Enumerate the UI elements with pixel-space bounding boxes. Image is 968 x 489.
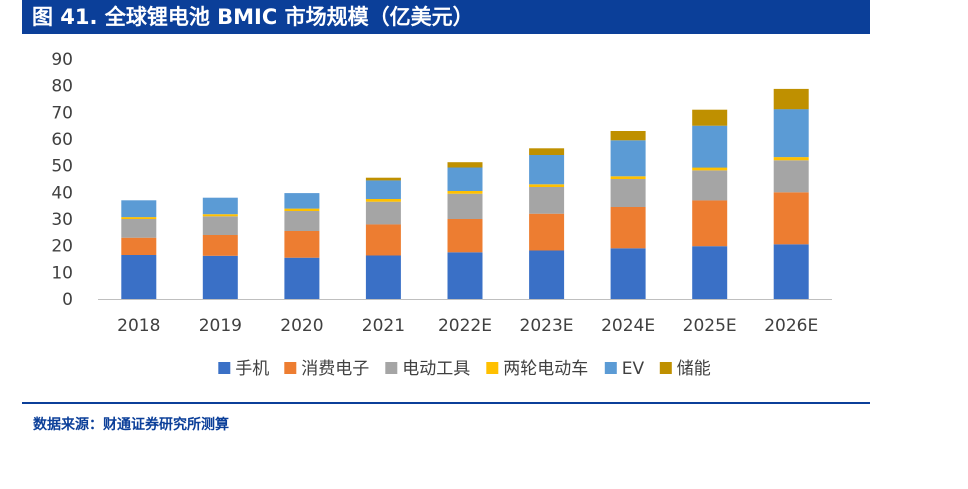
bar-segment-2020-series-1 <box>284 231 320 258</box>
bar-segment-2026E-series-2 <box>773 160 809 193</box>
bar-segment-2018-series-0 <box>121 255 157 299</box>
legend-label-5: 储能 <box>677 359 711 379</box>
legend-swatch-4 <box>604 362 617 374</box>
bar-segment-2024E-series-0 <box>610 248 646 299</box>
y-tick-label-40: 40 <box>51 183 73 203</box>
x-tick-label-2024E: 2024E <box>601 316 655 336</box>
bar-segment-2022E-series-0 <box>447 252 483 299</box>
legend-label-0: 手机 <box>235 359 269 379</box>
bar-segment-2022E-series-3 <box>447 191 483 194</box>
chart-axes: 0 10 20 30 40 50 60 70 80 90 2018 2019 2020 2021 2022E… <box>51 50 832 336</box>
legend-swatch-5 <box>659 362 672 374</box>
legend-label-2: 电动工具 <box>402 359 470 379</box>
bar-segment-2021-series-3 <box>365 199 401 202</box>
legend-swatch-3 <box>486 362 499 374</box>
y-tick-label-20: 20 <box>51 237 73 257</box>
chart-legend: 手机 消费电子 电动工具 两轮电动车 EV 储能 <box>218 359 711 379</box>
bar-segment-2020-series-3 <box>284 208 320 211</box>
y-tick-label-0: 0 <box>62 290 73 310</box>
bar-segment-2025E-series-3 <box>692 167 728 171</box>
bar-segment-2019-series-1 <box>202 235 238 256</box>
bar-segment-2019-series-3 <box>202 214 238 217</box>
bar-segment-2022E-series-4 <box>447 167 483 191</box>
bar-segment-2026E-series-0 <box>773 244 809 299</box>
bar-segment-2025E-series-2 <box>692 170 728 201</box>
bar-segment-2025E-series-1 <box>692 200 728 247</box>
y-tick-label-90: 90 <box>51 50 73 70</box>
y-tick-label-50: 50 <box>51 157 73 177</box>
bar-segment-2019-series-4 <box>202 197 238 215</box>
bar-segment-2023E-series-0 <box>529 250 565 299</box>
bar-segment-2020-series-4 <box>284 193 320 209</box>
x-tick-label-2019: 2019 <box>199 316 242 336</box>
y-tick-label-10: 10 <box>51 263 73 283</box>
bar-segment-2021-series-1 <box>365 224 401 256</box>
bar-segment-2018-series-2 <box>121 219 157 238</box>
y-tick-label-30: 30 <box>51 210 73 230</box>
bar-segment-2018-series-3 <box>121 217 157 219</box>
legend-swatch-2 <box>385 362 398 374</box>
bar-segment-2023E-series-5 <box>529 148 565 155</box>
bar-segment-2019-series-0 <box>202 255 238 299</box>
bar-segment-2023E-series-4 <box>529 155 565 185</box>
x-tick-label-2025E: 2025E <box>683 316 737 336</box>
chart-bars <box>121 88 809 299</box>
y-tick-label-60: 60 <box>51 130 73 150</box>
bar-segment-2022E-series-1 <box>447 219 483 253</box>
bar-segment-2021-series-5 <box>365 177 401 181</box>
legend-swatch-1 <box>284 362 297 374</box>
x-tick-label-2022E: 2022E <box>438 316 492 336</box>
bar-segment-2023E-series-2 <box>529 187 565 214</box>
bar-segment-2026E-series-1 <box>773 192 809 245</box>
bar-segment-2018-series-4 <box>121 200 157 218</box>
legend-label-3: 两轮电动车 <box>503 359 588 379</box>
bar-segment-2022E-series-5 <box>447 162 483 168</box>
bar-segment-2022E-series-2 <box>447 193 483 219</box>
bar-segment-2026E-series-5 <box>773 88 809 110</box>
bar-segment-2024E-series-1 <box>610 207 646 249</box>
page-title: 图 41. 全球锂电池 BMIC 市场规模（亿美元） <box>22 0 870 34</box>
bar-segment-2026E-series-3 <box>773 157 809 161</box>
bar-segment-2019-series-2 <box>202 216 238 235</box>
bar-segment-2024E-series-4 <box>610 140 646 177</box>
bottom-divider <box>22 402 870 404</box>
bar-segment-2020-series-0 <box>284 257 320 299</box>
x-tick-label-2018: 2018 <box>117 316 160 336</box>
x-tick-label-2026E: 2026E <box>764 316 818 336</box>
legend-label-4: EV <box>622 359 645 379</box>
legend-swatch-0 <box>218 362 231 374</box>
bar-segment-2018-series-1 <box>121 237 157 255</box>
x-tick-label-2021: 2021 <box>362 316 405 336</box>
bar-segment-2024E-series-5 <box>610 131 646 141</box>
bar-segment-2025E-series-5 <box>692 109 728 126</box>
y-tick-label-70: 70 <box>51 103 73 123</box>
y-tick-label-80: 80 <box>51 77 73 97</box>
x-tick-label-2023E: 2023E <box>520 316 574 336</box>
source-note: 数据来源：财通证券研究所测算 <box>33 417 229 433</box>
bar-segment-2026E-series-4 <box>773 109 809 158</box>
bar-segment-2023E-series-3 <box>529 184 565 187</box>
x-tick-label-2020: 2020 <box>280 316 323 336</box>
bar-segment-2023E-series-1 <box>529 213 565 251</box>
bar-segment-2024E-series-3 <box>610 176 646 179</box>
bar-segment-2021-series-0 <box>365 255 401 299</box>
legend-label-1: 消费电子 <box>301 359 369 379</box>
bar-segment-2024E-series-2 <box>610 179 646 207</box>
bar-segment-2021-series-4 <box>365 180 401 199</box>
bar-segment-2025E-series-0 <box>692 246 728 299</box>
bar-segment-2020-series-2 <box>284 211 320 231</box>
bar-segment-2021-series-2 <box>365 201 401 225</box>
bar-segment-2025E-series-4 <box>692 125 728 168</box>
